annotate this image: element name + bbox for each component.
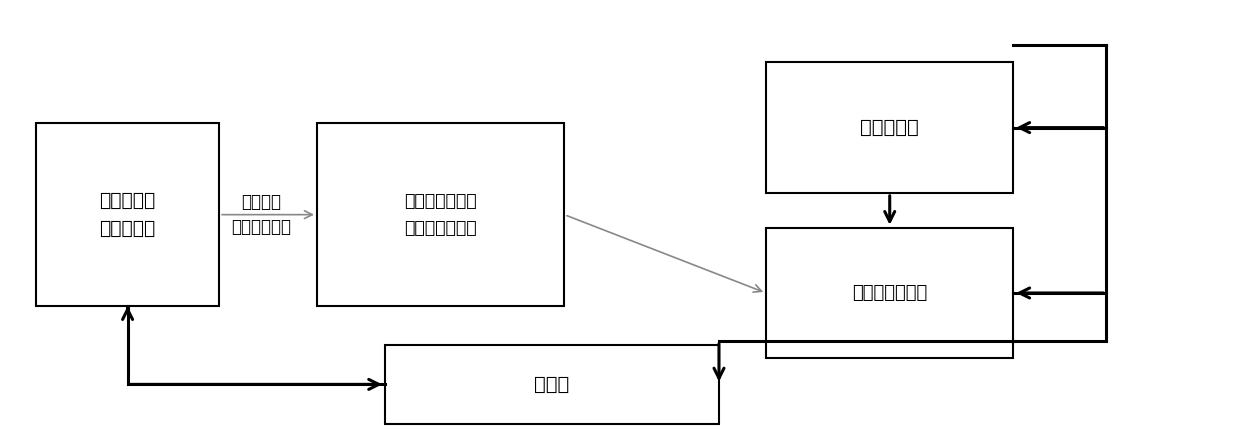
Text: 信号发生器: 信号发生器 — [861, 118, 919, 137]
Bar — [317, 123, 564, 306]
Bar — [384, 345, 719, 424]
Text: 电压通道
（电流通道）: 电压通道 （电流通道） — [231, 193, 291, 236]
Text: 计算机: 计算机 — [534, 375, 569, 394]
Bar — [766, 62, 1013, 193]
Text: 宽频电阻分压器
（电阻分流器）: 宽频电阻分压器 （电阻分流器） — [404, 192, 477, 237]
Text: 采样数字电压表: 采样数字电压表 — [852, 284, 928, 302]
Bar — [766, 228, 1013, 358]
Bar — [36, 123, 219, 306]
Text: 宽频电压源
（电流源）: 宽频电压源 （电流源） — [99, 191, 156, 238]
